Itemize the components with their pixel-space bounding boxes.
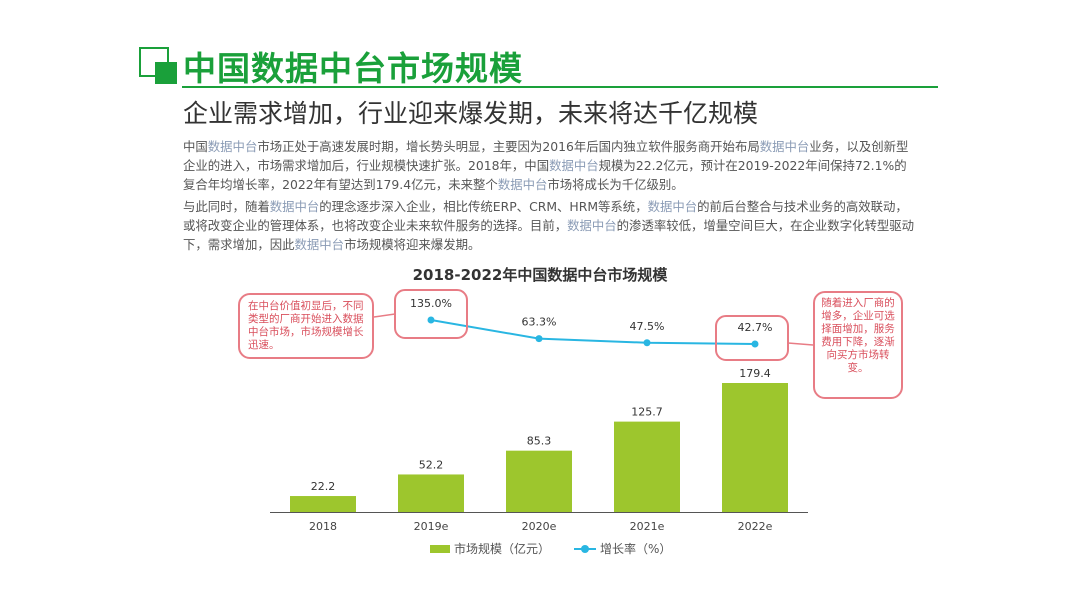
growth-point-2019e xyxy=(427,316,435,324)
bar-2019e xyxy=(398,474,464,512)
highlight-term: 数据中台 xyxy=(759,139,810,154)
title-deco-square xyxy=(155,62,177,84)
growth-label-2019e: 135.0% xyxy=(410,297,452,310)
growth-point-2022e xyxy=(751,340,759,348)
page-title: 中国数据中台市场规模 xyxy=(183,49,523,88)
highlight-term: 数据中台 xyxy=(207,139,258,154)
x-tick-2021e: 2021e xyxy=(630,520,665,533)
chart-title: 2018-2022年中国数据中台市场规模 xyxy=(412,266,668,284)
annotation-right: 随着进入厂商的增多，企业可选择面增加，服务费用下降，逐渐向买方市场转变。 xyxy=(813,291,903,399)
highlight-term: 数据中台 xyxy=(549,158,599,173)
para-text: 中国 xyxy=(183,139,208,154)
para-text: 的前后台整合与技术业务的高效联动，或将改变企业的管理体系，也将改变企业未来软件服… xyxy=(183,199,908,233)
title-divider xyxy=(182,86,938,88)
legend-bar-label: 市场规模（亿元） xyxy=(454,542,551,556)
para-text: 与此同时，随着 xyxy=(183,199,270,214)
bar-2018 xyxy=(290,496,356,512)
highlight-term: 数据中台 xyxy=(647,199,698,214)
annotation-left: 在中台价值初显后，不同类型的厂商开始进入数据中台市场，市场规模增长迅速。 xyxy=(238,293,374,359)
bar-label-2022e: 179.4 xyxy=(739,367,771,380)
para-text: 的渗透率较低，增量空间巨大，在企业数字化转型驱动下，需求增加，因此 xyxy=(183,218,915,252)
bar-2020e xyxy=(506,450,572,512)
para-text: 市场正处于高速发展时期，增长势头明显，主要因为2016年后国内独立软件服务商开始… xyxy=(257,139,760,154)
bar-2022e xyxy=(722,383,788,512)
growth-label-2021e: 47.5% xyxy=(630,320,665,333)
growth-point-2021e xyxy=(643,339,651,347)
body-paragraph-2: 与此同时，随着数据中台的理念逐步深入企业，相比传统ERP、CRM、HRM等系统，… xyxy=(183,197,918,254)
page-subtitle: 企业需求增加，行业迎来爆发期，未来将达千亿规模 xyxy=(183,99,759,128)
x-tick-2018: 2018 xyxy=(309,520,337,533)
bar-2021e xyxy=(614,421,680,512)
para-text: 的理念逐步深入企业，相比传统ERP、CRM、HRM等系统， xyxy=(319,199,648,214)
growth-label-2022e: 42.7% xyxy=(738,321,773,334)
x-tick-2022e: 2022e xyxy=(738,520,773,533)
highlight-term: 数据中台 xyxy=(567,218,617,233)
legend-line-swatch xyxy=(574,544,597,553)
bar-label-2019e: 52.2 xyxy=(419,458,444,471)
legend-bar-swatch xyxy=(430,544,450,553)
bar-label-2021e: 125.7 xyxy=(631,406,663,419)
growth-label-2020e: 63.3% xyxy=(522,316,557,329)
highlight-term: 数据中台 xyxy=(497,177,548,192)
legend-line-label: 增长率（%） xyxy=(600,542,672,556)
x-tick-2020e: 2020e xyxy=(522,520,557,533)
connector-right xyxy=(787,342,814,346)
chart-legend: 市场规模（亿元） 增长率（%） xyxy=(430,540,671,557)
para-text: 规模为22.2亿元，预计在2019-2022年间保持72.1%的复合年均增长率，… xyxy=(183,158,907,192)
connector-left xyxy=(373,313,396,318)
body-paragraph-1: 中国数据中台市场正处于高速发展时期，增长势头明显，主要因为2016年后国内独立软… xyxy=(183,137,918,194)
x-tick-2019e: 2019e xyxy=(414,520,449,533)
para-text: 市场将成长为千亿级别。 xyxy=(547,177,684,192)
bar-label-2020e: 85.3 xyxy=(527,435,552,448)
bar-label-2018: 22.2 xyxy=(311,480,336,493)
para-text: 市场规模将迎来爆发期。 xyxy=(344,237,481,252)
para-text: 业务，以及创新型企业的进入，市场需求增加后，行业规模快速扩张。2018年，中国 xyxy=(183,139,909,173)
highlight-2022e xyxy=(715,315,789,361)
highlight-term: 数据中台 xyxy=(294,237,345,252)
growth-point-2020e xyxy=(535,335,543,343)
growth-line xyxy=(430,319,756,345)
highlight-term: 数据中台 xyxy=(269,199,320,214)
